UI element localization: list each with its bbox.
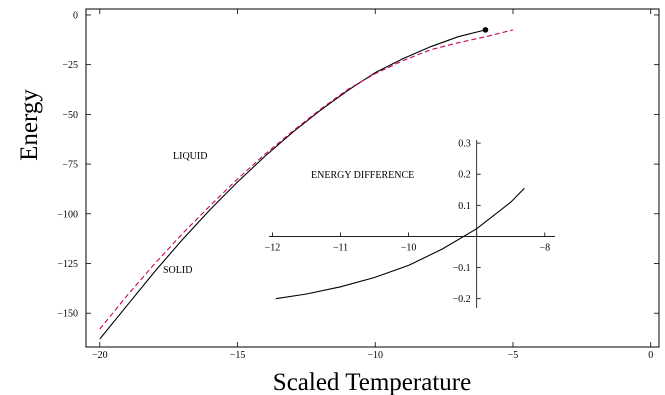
inset-x-tick-label: −8 (539, 242, 550, 253)
inset-y-tick-label: −0.1 (453, 263, 471, 274)
y-tick-label: −150 (57, 309, 78, 320)
inset-y-tick-label: 0.2 (458, 170, 471, 181)
x-tick-label: −10 (367, 350, 383, 361)
energy-difference-line (275, 187, 525, 300)
inset-series-group (275, 187, 525, 300)
endpoint-marker (482, 27, 489, 33)
x-tick-label: −5 (508, 350, 519, 361)
annotation-solid: SOLID (163, 265, 192, 276)
inset-x-tick-label: −11 (333, 242, 348, 253)
main-series-group (99, 27, 514, 340)
solid-energy-line (99, 29, 486, 340)
y-tick-label: −50 (62, 110, 78, 121)
y-axis-title: Energy (16, 89, 43, 161)
main-y-ticks: 0 −25 −50 −75 −100 −125 −150 (57, 10, 659, 320)
inset-x-ticks: −12 −11 −10 −8 (265, 232, 550, 253)
y-tick-label: 0 (73, 10, 78, 21)
plot-frame (85, 8, 660, 348)
inset-x-tick-label: −10 (401, 242, 417, 253)
inset-y-tick-label: 0.3 (458, 139, 471, 150)
x-tick-label: −20 (92, 350, 108, 361)
inset-x-tick-label: −12 (265, 242, 281, 253)
y-tick-label: −25 (62, 60, 78, 71)
energy-difference-inset: −12 −11 −10 −8 0.3 0.2 0.1 −0.1 −0.2 ENERGY DIF… (265, 139, 555, 308)
y-tick-label: −100 (57, 209, 78, 220)
inset-y-tick-label: −0.2 (453, 294, 471, 305)
y-tick-label: −125 (57, 259, 78, 270)
x-axis-title: Scaled Temperature (273, 369, 471, 395)
x-tick-label: 0 (648, 350, 653, 361)
inset-y-tick-label: 0.1 (458, 201, 471, 212)
annotation-liquid: LIQUID (173, 151, 207, 162)
main-x-ticks: −20 −15 −10 −5 0 (92, 9, 653, 361)
x-tick-label: −15 (230, 350, 246, 361)
liquid-energy-line (99, 29, 514, 330)
y-tick-label: −75 (62, 160, 78, 171)
inset-title: ENERGY DIFFERENCE (311, 170, 414, 181)
inset-y-ticks: 0.3 0.2 0.1 −0.1 −0.2 (453, 139, 481, 305)
